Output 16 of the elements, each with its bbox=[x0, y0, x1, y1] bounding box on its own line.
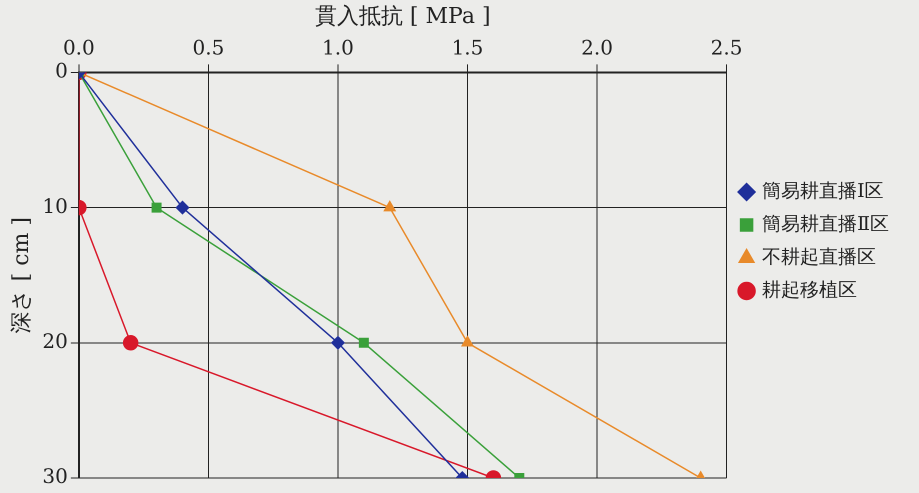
y-tick-label: 10 bbox=[42, 194, 68, 218]
x-axis-title: 貫入抵抗 [ MPa ] bbox=[314, 4, 491, 29]
y-tick-label: 0 bbox=[55, 58, 68, 83]
legend-label: 不耕起直播区 bbox=[762, 246, 876, 268]
legend-label: 簡易耕直播Ⅱ区 bbox=[762, 212, 890, 235]
x-tick-label: 0.0 bbox=[62, 36, 95, 60]
x-tick-label: 2.0 bbox=[581, 36, 613, 60]
y-tick-label: 20 bbox=[42, 329, 68, 354]
y-axis-title: 深さ [ cm ] bbox=[8, 217, 34, 334]
legend-label: 耕起移植区 bbox=[762, 278, 858, 301]
x-tick-label: 0.5 bbox=[192, 36, 224, 60]
legend-label: 簡易耕直播Ⅰ区 bbox=[762, 180, 884, 202]
x-tick-label: 1.0 bbox=[322, 36, 354, 60]
x-tick-label: 2.5 bbox=[710, 36, 742, 60]
y-tick-label: 30 bbox=[42, 464, 68, 488]
x-tick-label: 1.5 bbox=[452, 36, 484, 60]
